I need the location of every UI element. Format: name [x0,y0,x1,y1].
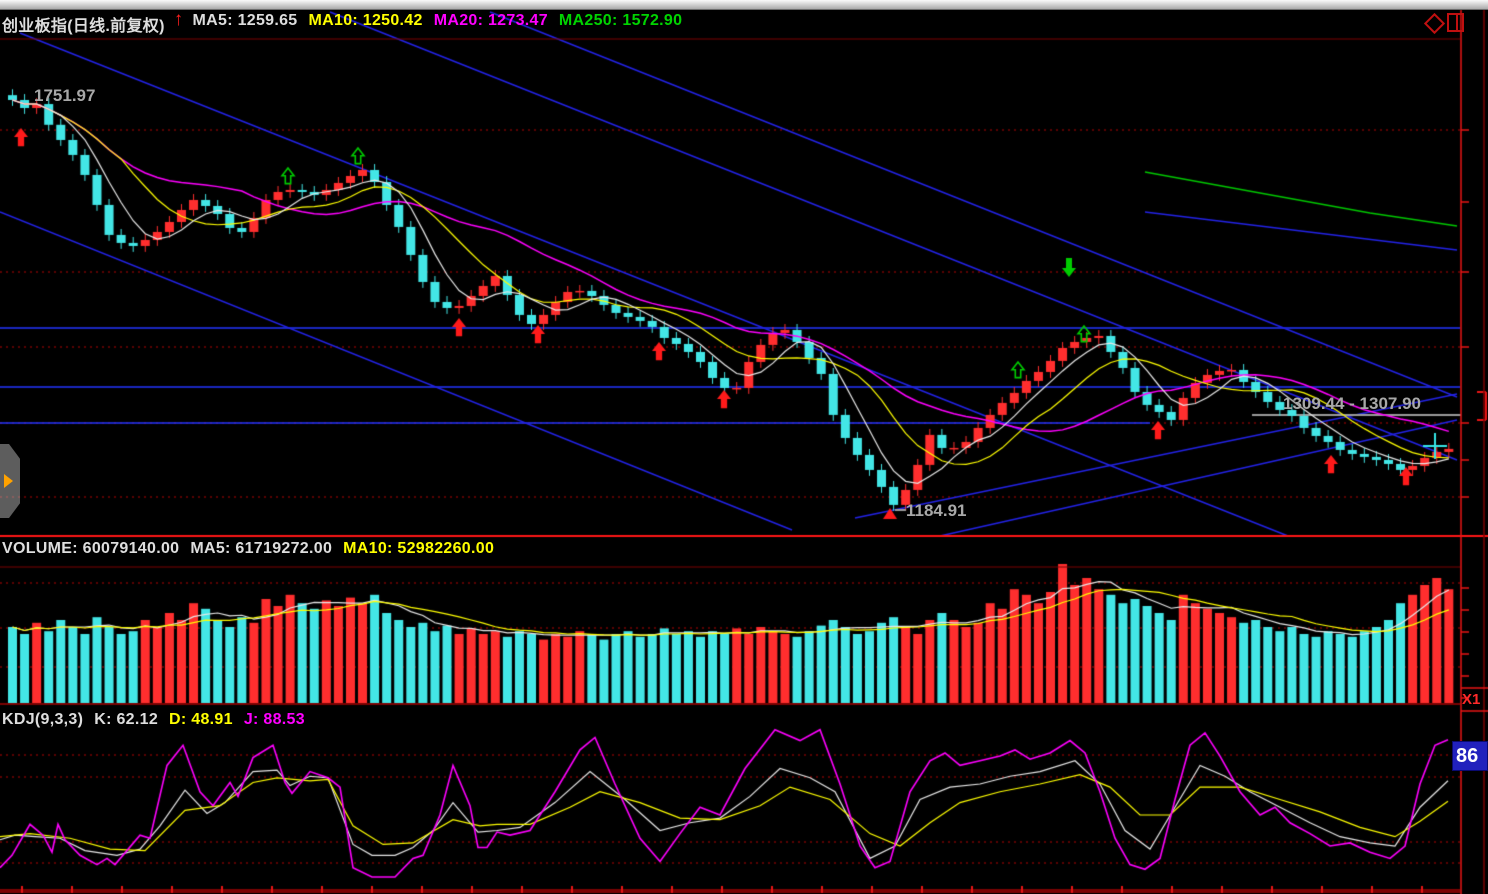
ma250-value: MA250: 1572.90 [558,12,683,29]
ma5-value: MA5: 1259.65 [192,12,298,29]
expand-arrow-icon [4,474,13,488]
kdj-pane-header: KDJ(9,3,3) K: 62.12 D: 48.91 J: 88.53 [2,711,305,729]
volume-ma5-value: MA5: 61719272.00 [190,540,333,557]
kdj-params: KDJ(9,3,3) [2,711,84,728]
ma20-value: MA20: 1273.47 [433,12,548,29]
panel-expander[interactable] [0,444,20,518]
volume-scale-label: X1 [1462,691,1481,708]
kdj-k-value: K: 62.12 [94,711,159,728]
high-price-label: 1751.97 [34,86,96,105]
kdj-axis-value-badge: 86 [1452,741,1488,771]
kdj-j-value: J: 88.53 [243,711,305,728]
window-divider [1456,15,1458,30]
gap-range-label: 1309.44 - 1307.90 [1283,394,1422,413]
volume-pane-header: VOLUME: 60079140.00 MA5: 61719272.00 MA1… [2,540,494,558]
split-window-icon[interactable] [1447,13,1464,32]
volume-value: VOLUME: 60079140.00 [2,540,180,557]
ma10-value: MA10: 1250.42 [308,12,423,29]
volume-ma10-value: MA10: 52982260.00 [343,540,495,557]
window-top-strip [0,0,1488,10]
up-arrow-icon: ↑ [173,9,184,30]
low-price-label: 1184.91 [906,501,967,520]
kdj-d-value: D: 48.91 [169,711,233,728]
price-pane-header: 创业板指(日线.前复权) ↑ MA5: 1259.65 MA10: 1250.4… [2,9,683,36]
instrument-name: 创业板指(日线.前复权) [2,18,165,35]
